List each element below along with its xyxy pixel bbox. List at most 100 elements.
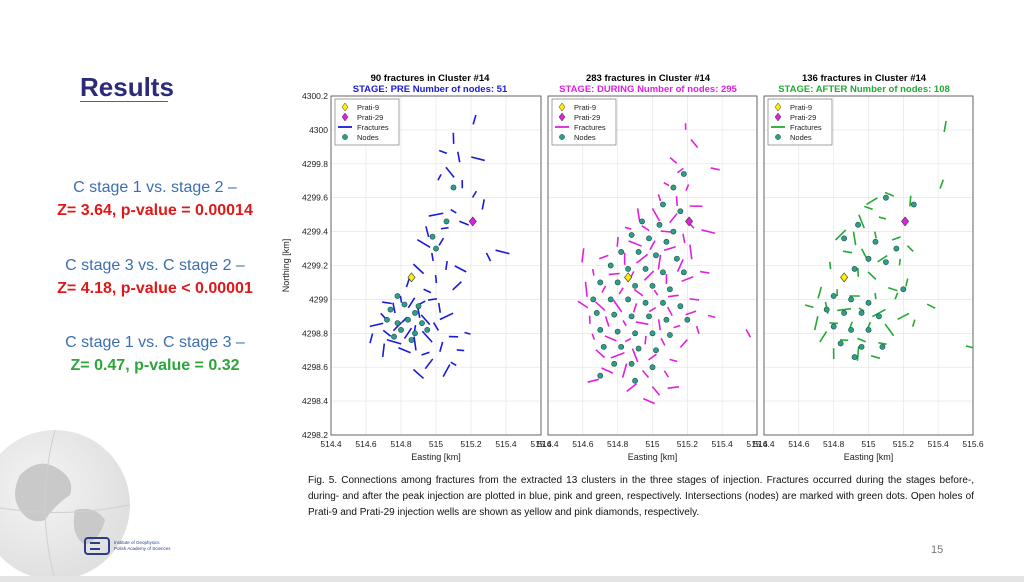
node-point bbox=[394, 320, 401, 327]
fracture-segment bbox=[587, 378, 600, 383]
fracture-segment bbox=[804, 304, 814, 309]
fracture-segment bbox=[866, 197, 878, 206]
node-point bbox=[893, 245, 900, 252]
node-point bbox=[858, 343, 865, 350]
node-point bbox=[628, 313, 635, 320]
y-axis-label: Northing [km] bbox=[281, 239, 291, 293]
comparison-1-result: Z= 3.64, p-value = 0.00014 bbox=[57, 202, 253, 219]
node-point bbox=[590, 296, 597, 303]
node-point bbox=[394, 293, 401, 299]
fracture-segment bbox=[644, 335, 647, 345]
fracture-segment bbox=[943, 120, 947, 133]
fracture-segment bbox=[481, 199, 486, 210]
node-point bbox=[415, 303, 422, 310]
fracture-segment bbox=[689, 298, 700, 301]
node-point bbox=[649, 282, 656, 289]
fracture-segment bbox=[852, 231, 857, 246]
fracture-segment bbox=[450, 361, 457, 367]
fracture-segment bbox=[858, 307, 865, 312]
fracture-segment bbox=[635, 253, 649, 264]
node-point bbox=[632, 377, 638, 384]
fracture-segment bbox=[437, 302, 442, 313]
node-point bbox=[670, 184, 677, 191]
node-point bbox=[848, 296, 854, 303]
fracture-segment bbox=[471, 156, 485, 162]
fracture-segment bbox=[445, 166, 455, 178]
fracture-segment bbox=[428, 212, 444, 217]
node-point bbox=[625, 265, 632, 272]
fracture-segment bbox=[837, 307, 852, 312]
fracture-segment bbox=[584, 281, 588, 297]
comparison-1: C stage 1 vs. stage 2 – Z= 3.64, p-value… bbox=[0, 176, 310, 222]
fracture-segment bbox=[601, 367, 614, 374]
fracture-segment bbox=[624, 337, 632, 343]
fracture-segment bbox=[439, 312, 454, 321]
fracture-segment bbox=[669, 358, 678, 363]
legend-label: Prati-29 bbox=[574, 113, 600, 122]
fracture-segment bbox=[434, 274, 438, 284]
node-point bbox=[607, 296, 614, 303]
legend-label: Nodes bbox=[790, 133, 812, 142]
y-tick-label: 4298.8 bbox=[302, 328, 328, 338]
x-tick-label: 514.4 bbox=[537, 439, 559, 449]
fracture-segment bbox=[438, 237, 445, 246]
fracture-segment bbox=[874, 292, 877, 300]
fracture-segment bbox=[431, 252, 434, 262]
comparison-3: C stage 1 vs. C stage 3 – Z= 0.47, p-val… bbox=[0, 331, 310, 377]
fracture-segment bbox=[842, 250, 853, 254]
node-point bbox=[855, 221, 861, 228]
fracture-segment bbox=[459, 220, 469, 226]
comparison-3-head: C stage 1 vs. C stage 3 – bbox=[65, 334, 245, 351]
node-point bbox=[632, 282, 638, 289]
fracture-segment bbox=[471, 190, 478, 198]
legend-node-icon bbox=[559, 134, 565, 140]
fracture-segment bbox=[669, 156, 678, 164]
x-tick-label: 515.4 bbox=[712, 439, 734, 449]
fracture-segment bbox=[663, 246, 676, 252]
node-point bbox=[663, 238, 670, 245]
fracture-segment bbox=[648, 306, 657, 313]
fracture-segment bbox=[643, 397, 656, 405]
x-axis-label: Easting [km] bbox=[844, 452, 894, 462]
fracture-segment bbox=[439, 341, 444, 352]
fracture-segment bbox=[608, 272, 620, 276]
fracture-segment bbox=[677, 167, 684, 174]
x-tick-label: 514.4 bbox=[753, 439, 775, 449]
bottom-band bbox=[0, 576, 1024, 582]
fracture-segment bbox=[456, 349, 465, 352]
comparison-1-head: C stage 1 vs. stage 2 – bbox=[73, 179, 237, 196]
fracture-segment bbox=[871, 308, 886, 318]
fracture-segment bbox=[891, 236, 901, 241]
x-tick-label: 515 bbox=[645, 439, 659, 449]
fracture-segment bbox=[700, 270, 710, 274]
fracture-segment bbox=[685, 310, 697, 316]
node-point bbox=[597, 327, 604, 333]
fracture-segment bbox=[817, 286, 823, 299]
legend-diamond-icon bbox=[341, 112, 349, 122]
node-point bbox=[649, 330, 656, 337]
node-point bbox=[433, 245, 439, 252]
node-point bbox=[642, 265, 649, 272]
node-point bbox=[677, 208, 684, 215]
fracture-segment bbox=[651, 386, 661, 396]
fracture-segment bbox=[407, 297, 416, 309]
node-point bbox=[900, 286, 907, 293]
institute-logo: Institute of Geophysics Polish Academy o… bbox=[84, 537, 171, 555]
node-point bbox=[412, 330, 418, 337]
y-tick-label: 4299.2 bbox=[302, 261, 328, 271]
fracture-segment bbox=[442, 364, 451, 378]
legend-label: Prati-9 bbox=[790, 103, 812, 112]
fracture-segment bbox=[381, 343, 386, 358]
node-point bbox=[663, 316, 670, 323]
fracture-segment bbox=[405, 277, 411, 288]
fracture-segment bbox=[829, 322, 839, 325]
y-tick-label: 4298.6 bbox=[302, 362, 328, 372]
logo-mark-icon bbox=[84, 537, 110, 555]
fracture-segment bbox=[392, 302, 396, 314]
node-point bbox=[443, 218, 450, 225]
fracture-segment bbox=[604, 316, 610, 327]
fracture-segment bbox=[666, 306, 673, 316]
node-point bbox=[639, 218, 645, 225]
legend-diamond-icon bbox=[558, 112, 566, 122]
